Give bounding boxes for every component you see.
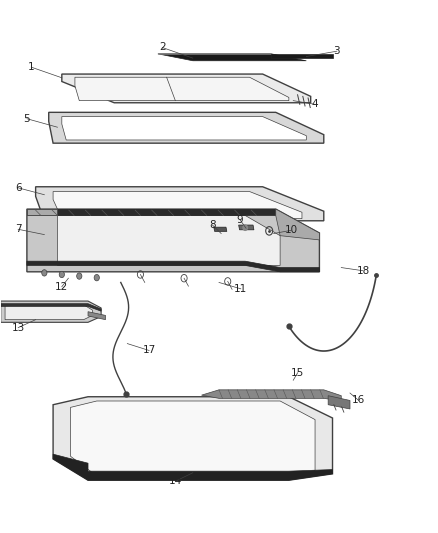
Text: 3: 3	[334, 46, 340, 56]
Polygon shape	[214, 227, 227, 231]
Text: 4: 4	[312, 99, 318, 109]
Circle shape	[59, 271, 64, 278]
Text: 14: 14	[169, 477, 182, 486]
Text: 1: 1	[28, 62, 35, 72]
Polygon shape	[1, 301, 101, 322]
Text: 13: 13	[11, 322, 25, 333]
Polygon shape	[201, 390, 341, 401]
Text: 9: 9	[237, 215, 243, 225]
Text: 15: 15	[291, 368, 304, 378]
Circle shape	[94, 274, 99, 281]
Polygon shape	[27, 209, 276, 215]
Polygon shape	[328, 395, 350, 409]
Polygon shape	[276, 209, 319, 240]
Polygon shape	[27, 209, 319, 272]
Polygon shape	[53, 397, 332, 480]
Text: 10: 10	[284, 225, 297, 236]
Circle shape	[42, 270, 47, 276]
Text: 8: 8	[209, 220, 216, 230]
Polygon shape	[158, 54, 306, 61]
Circle shape	[243, 225, 247, 230]
Polygon shape	[88, 312, 106, 320]
Circle shape	[77, 273, 82, 279]
Polygon shape	[53, 191, 302, 219]
Text: 12: 12	[55, 282, 68, 292]
Polygon shape	[5, 305, 92, 320]
Text: 2: 2	[159, 43, 166, 52]
Text: 7: 7	[15, 224, 21, 235]
Text: 5: 5	[24, 114, 30, 124]
Polygon shape	[49, 112, 324, 143]
Polygon shape	[75, 77, 289, 101]
Polygon shape	[27, 209, 57, 215]
Polygon shape	[27, 261, 319, 272]
Text: 6: 6	[15, 183, 21, 193]
Polygon shape	[53, 454, 332, 480]
Text: 16: 16	[352, 395, 365, 406]
Text: 11: 11	[234, 284, 247, 294]
Polygon shape	[272, 54, 332, 58]
Text: 18: 18	[357, 266, 370, 276]
Polygon shape	[62, 74, 311, 103]
Polygon shape	[239, 225, 254, 230]
Polygon shape	[35, 187, 324, 221]
Text: 17: 17	[142, 345, 156, 356]
Polygon shape	[1, 304, 101, 311]
Polygon shape	[62, 117, 306, 140]
Polygon shape	[57, 215, 280, 265]
Polygon shape	[71, 401, 315, 476]
